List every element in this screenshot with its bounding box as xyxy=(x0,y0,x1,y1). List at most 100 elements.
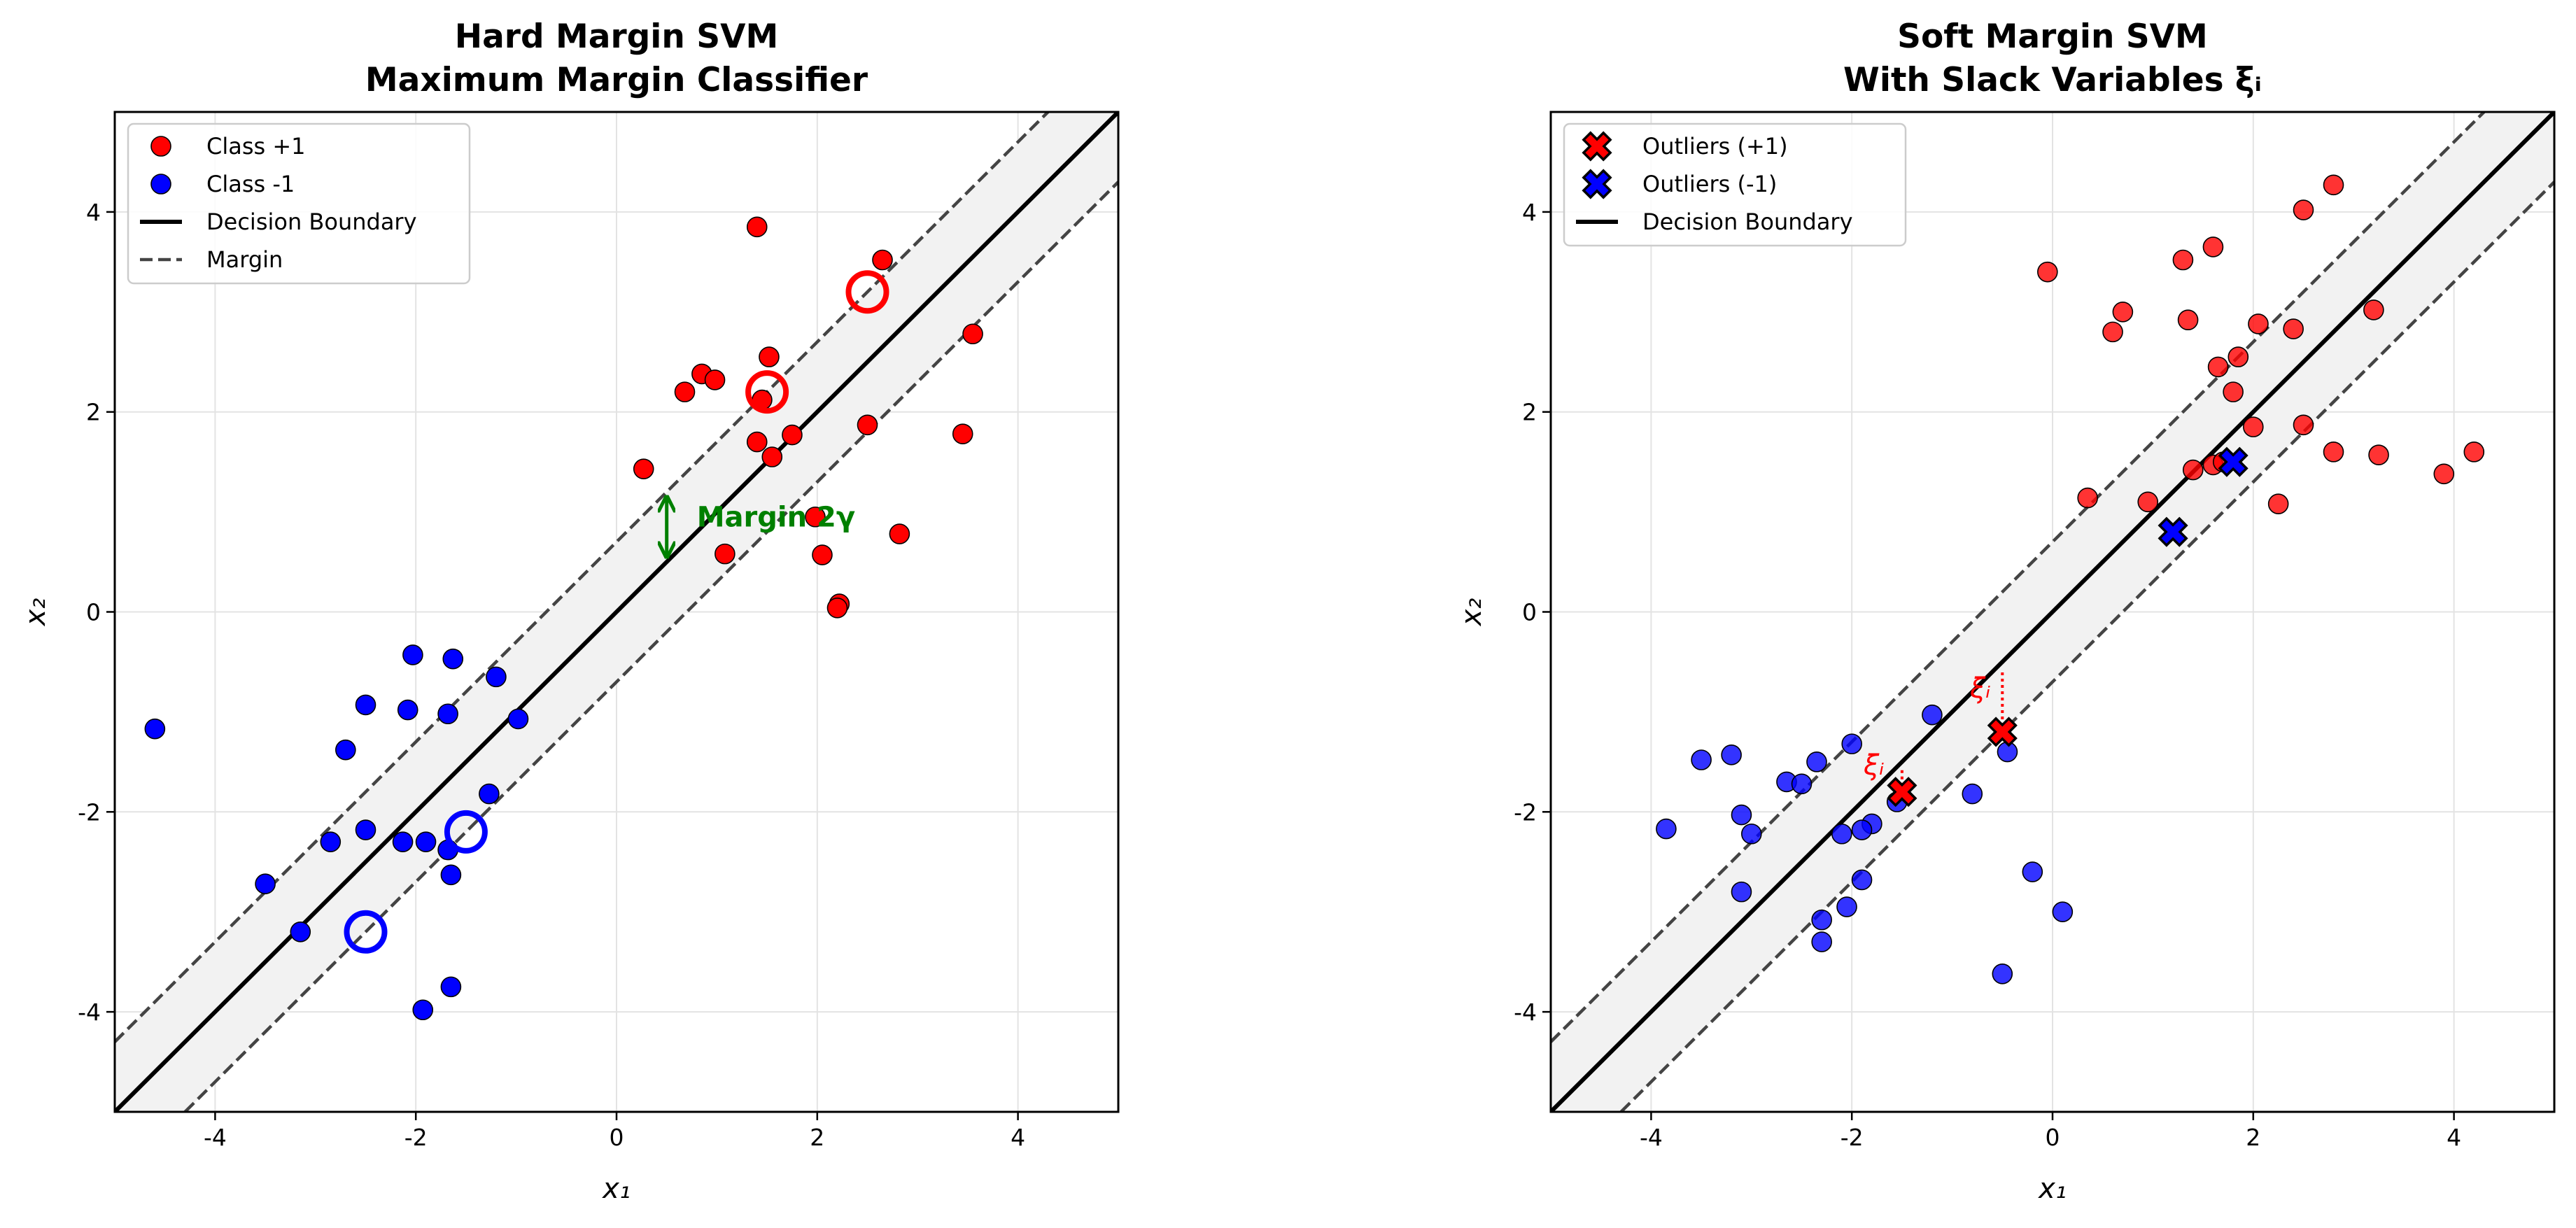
point xyxy=(872,249,893,271)
point xyxy=(746,216,768,238)
point xyxy=(857,414,878,436)
y-tick-label: 2 xyxy=(86,399,101,426)
support-vector xyxy=(344,910,388,954)
point xyxy=(2323,442,2344,463)
point xyxy=(952,423,973,444)
chart-title: Maximum Margin Classifier xyxy=(365,61,868,99)
point xyxy=(1992,963,2013,984)
point xyxy=(2137,491,2159,513)
point xyxy=(290,921,311,943)
chart-title: With Slack Variables ξᵢ xyxy=(1843,61,2262,99)
support-vector xyxy=(845,270,889,314)
margin-line xyxy=(1551,112,2486,1043)
point xyxy=(2463,442,2485,463)
point xyxy=(1791,773,1813,795)
outlier-point xyxy=(2158,516,2188,547)
point xyxy=(805,506,826,528)
support-vector xyxy=(444,810,488,854)
point xyxy=(715,543,736,565)
point xyxy=(2243,416,2264,437)
point xyxy=(2283,318,2304,339)
point xyxy=(782,424,803,446)
point xyxy=(2202,237,2224,257)
legend-swatch xyxy=(1582,131,1612,162)
point xyxy=(1731,881,1752,903)
point xyxy=(2248,313,2269,334)
y-tick-label: 0 xyxy=(86,599,101,626)
point xyxy=(2323,174,2344,196)
point xyxy=(1836,896,1857,917)
point xyxy=(633,458,654,479)
point xyxy=(2293,414,2314,436)
point xyxy=(1962,783,1983,805)
point xyxy=(962,323,983,345)
legend-label: Outliers (+1) xyxy=(1642,133,1788,160)
slack-label: ξᵢ xyxy=(1863,749,1884,782)
point xyxy=(2052,901,2074,922)
y-tick-label: -4 xyxy=(1514,998,1537,1026)
point xyxy=(704,369,726,390)
point xyxy=(1851,869,1873,891)
point xyxy=(1721,744,1742,765)
legend-label: Class +1 xyxy=(206,133,306,160)
point xyxy=(2112,301,2134,323)
y-axis-label: x₂ xyxy=(20,598,52,628)
point xyxy=(320,831,342,852)
point xyxy=(1731,804,1752,826)
point xyxy=(507,708,529,730)
outlier-point xyxy=(1987,717,2018,747)
point xyxy=(2207,356,2229,378)
point xyxy=(2433,463,2455,485)
x-tick-label: 2 xyxy=(810,1124,824,1151)
point xyxy=(2037,261,2058,283)
point xyxy=(2363,299,2384,320)
point xyxy=(437,703,458,725)
point xyxy=(1851,819,1873,840)
point xyxy=(674,381,696,402)
point xyxy=(1811,909,1832,931)
legend-box xyxy=(127,122,471,285)
legend-label: Decision Boundary xyxy=(206,209,417,235)
point xyxy=(2368,444,2389,465)
y-tick-label: 4 xyxy=(1522,199,1537,226)
point xyxy=(392,831,414,852)
point xyxy=(397,699,418,721)
point xyxy=(440,976,462,998)
point xyxy=(402,644,423,665)
x-tick-label: 0 xyxy=(610,1124,624,1151)
y-tick-label: 2 xyxy=(1522,399,1537,426)
point xyxy=(2077,487,2098,509)
point xyxy=(2172,249,2194,271)
x-tick-label: -2 xyxy=(1840,1124,1864,1151)
plot-area xyxy=(115,112,1118,1112)
chart-title: Hard Margin SVM xyxy=(455,17,778,56)
point xyxy=(812,544,833,565)
point xyxy=(1811,931,1832,952)
x-axis-label: x₁ xyxy=(601,1173,631,1205)
legend-label: Margin xyxy=(206,246,283,273)
decision-boundary xyxy=(115,112,1118,1112)
point xyxy=(2102,321,2123,343)
x-tick-label: -4 xyxy=(204,1124,227,1151)
point xyxy=(440,864,462,886)
point xyxy=(412,999,434,1021)
point xyxy=(761,446,783,467)
point xyxy=(746,431,768,453)
point xyxy=(486,666,507,688)
point xyxy=(1656,818,1677,840)
y-axis-label: x₂ xyxy=(1456,598,1488,628)
point xyxy=(335,739,356,761)
point xyxy=(144,718,166,740)
point xyxy=(2223,381,2244,402)
point xyxy=(1841,733,1862,754)
point xyxy=(415,831,437,852)
legend-label: Decision Boundary xyxy=(1642,209,1853,235)
legend-label: Class -1 xyxy=(206,171,295,197)
point xyxy=(889,523,910,544)
y-tick-label: 0 xyxy=(1522,599,1537,626)
y-tick-label: -2 xyxy=(78,798,101,826)
legend-swatch xyxy=(150,174,171,195)
x-axis-label: x₁ xyxy=(2037,1173,2067,1205)
